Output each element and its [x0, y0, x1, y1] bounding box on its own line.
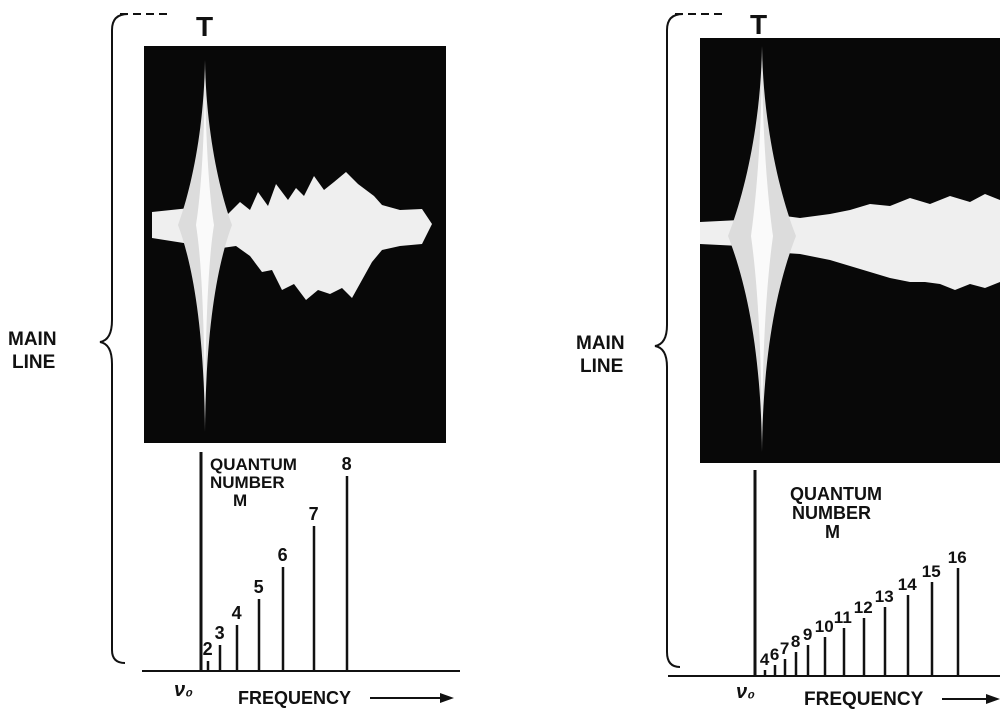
spectrum-panel-right: T MAIN LINE QUANTUM NUMBER M ν₀ FREQUENC…: [540, 0, 1000, 711]
quantum-label-m16: 16: [948, 548, 967, 567]
main-line-label-1: MAIN: [576, 333, 625, 354]
quantum-label-3: M: [233, 491, 247, 510]
quantum-label-m8: 8: [791, 632, 800, 651]
panel-right-drawing: T MAIN LINE QUANTUM NUMBER M ν₀ FREQUENC…: [576, 9, 1000, 710]
origin-label: ν₀: [736, 681, 755, 703]
main-line-label-2: LINE: [12, 352, 55, 373]
quantum-label-m4: 4: [760, 650, 770, 669]
origin-label: ν₀: [174, 679, 193, 701]
quantum-label-m14: 14: [898, 575, 917, 594]
quantum-label-m7: 7: [780, 639, 789, 658]
main-line-label-1: MAIN: [8, 329, 57, 350]
quantum-label-m12: 12: [854, 598, 873, 617]
quantum-label-2: NUMBER: [210, 473, 285, 492]
panel-left-drawing: T MAIN LINE QUANTUM NUMBER M ν₀ FREQUENC…: [8, 11, 460, 708]
marker-label: T: [750, 9, 767, 40]
quantum-label-m5: 5: [254, 577, 264, 597]
quantum-label-m4: 4: [232, 603, 242, 623]
quantum-label-2: NUMBER: [792, 503, 871, 523]
quantum-label-m6: 6: [278, 545, 288, 565]
frequency-label: FREQUENCY: [238, 688, 351, 708]
quantum-label-m11: 11: [834, 608, 852, 627]
marker-label: T: [196, 11, 213, 42]
frequency-arrow: [942, 694, 1000, 704]
oscilloscope-photo: [700, 38, 1000, 463]
quantum-label-1: QUANTUM: [790, 484, 882, 504]
quantum-label-m7: 7: [309, 504, 319, 524]
quantum-label-m13: 13: [875, 587, 894, 606]
quantum-label-m2: 2: [203, 639, 213, 659]
quantum-label-3: M: [825, 522, 840, 542]
frequency-arrow: [370, 693, 454, 703]
oscilloscope-photo: [144, 46, 446, 443]
frequency-label: FREQUENCY: [804, 689, 924, 710]
quantum-label-m10: 10: [815, 617, 834, 636]
quantum-label-m9: 9: [803, 625, 812, 644]
quantum-label-m15: 15: [922, 562, 941, 581]
main-line-label-2: LINE: [580, 356, 623, 377]
quantum-label-1: QUANTUM: [210, 455, 297, 474]
main-line-brace: [654, 13, 684, 668]
side-band-envelope: [152, 172, 432, 300]
quantum-label-m8: 8: [342, 454, 352, 474]
main-line-brace: [99, 13, 129, 664]
quantum-label-m3: 3: [215, 623, 225, 643]
quantum-label-m6: 6: [770, 645, 779, 664]
spectrum-panel-left: T MAIN LINE QUANTUM NUMBER M ν₀ FREQUENC…: [8, 11, 460, 708]
